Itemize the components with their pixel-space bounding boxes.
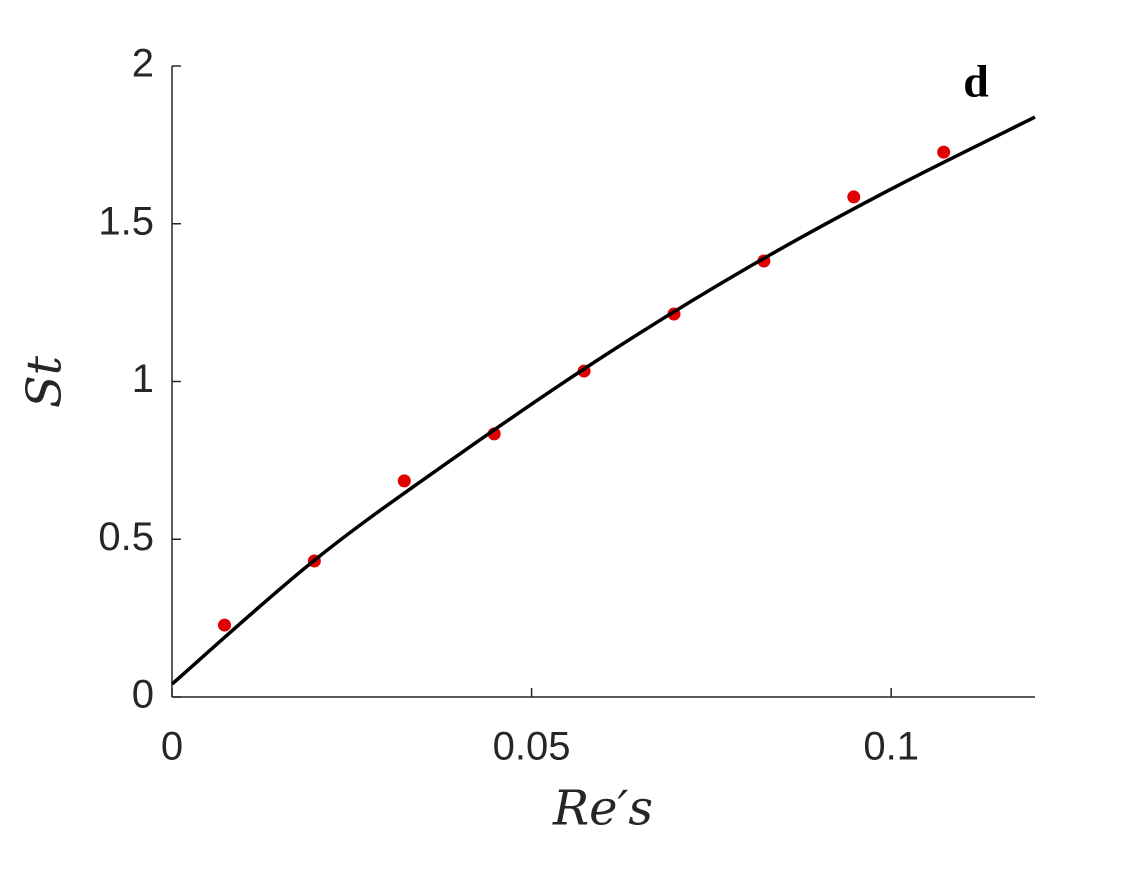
data-point [937,145,951,159]
y-axis-label: St [17,355,73,408]
x-axis-label: Re′s [552,781,653,837]
fit-line [170,115,1036,686]
y-tick-label: 0.5 [98,515,154,559]
data-point [847,190,861,204]
data-point [217,618,231,632]
y-tick-label: 2 [132,42,154,86]
y-tick-label: 0 [132,673,154,717]
panel-label: d [963,56,989,107]
x-tick-label: 0.05 [493,725,571,769]
y-tick-label: 1.5 [98,199,154,243]
x-tick-label: 0.1 [863,725,919,769]
data-point [397,474,411,488]
x-tick-label: 0 [161,725,183,769]
y-tick-label: 1 [132,357,154,401]
